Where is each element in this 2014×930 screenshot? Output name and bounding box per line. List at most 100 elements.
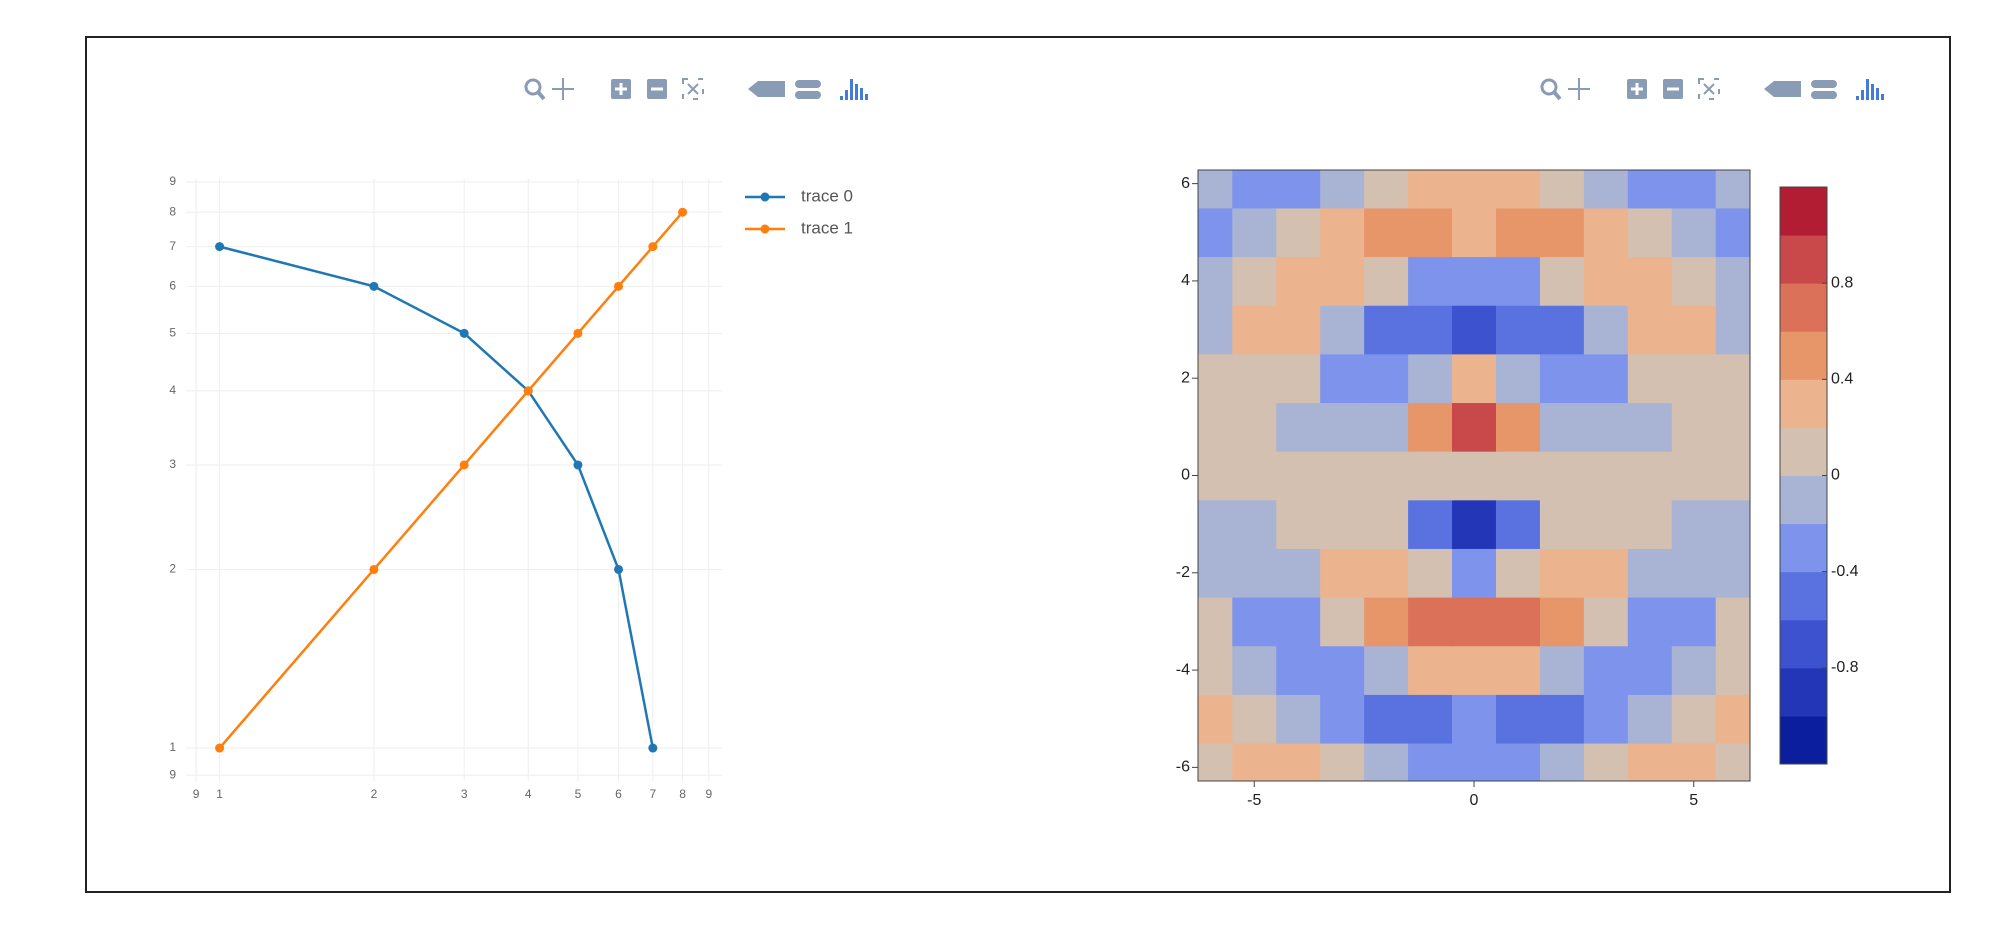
contour-cell (1715, 402, 1750, 452)
contour-cell (1364, 743, 1409, 781)
legend-label: trace 0 (801, 186, 853, 205)
contour-cell (1408, 305, 1453, 355)
contour-cell (1539, 402, 1585, 452)
contour-cell (1364, 548, 1409, 598)
contour-cell (1452, 597, 1497, 647)
contour-cell (1232, 743, 1277, 781)
contour-cell (1627, 353, 1673, 404)
y-tick-label: 7 (169, 239, 176, 253)
contour-cell (1276, 207, 1321, 258)
contour-cell (1539, 170, 1585, 209)
contour-cell (1364, 451, 1409, 501)
contour-cell (1320, 402, 1365, 452)
contour-cell (1198, 402, 1233, 452)
contour-cell (1671, 402, 1717, 452)
contour-cell (1198, 305, 1233, 355)
marker (523, 386, 533, 396)
contour-cell (1198, 353, 1233, 404)
contour-cell (1232, 207, 1277, 258)
contour-cell (1539, 207, 1585, 258)
contour-cell (1408, 207, 1453, 258)
contour-cell (1715, 256, 1750, 306)
colorbar-band (1780, 475, 1827, 525)
contour-cell (1495, 305, 1541, 355)
x-tick-label: 9 (193, 787, 200, 801)
y-tick-label: -6 (1176, 759, 1190, 776)
contour-cell (1276, 402, 1321, 452)
contour-cell (1715, 353, 1750, 404)
contour-cell (1539, 694, 1585, 744)
contour-cell (1232, 353, 1277, 404)
contour-cell (1627, 743, 1673, 781)
contour-cell (1364, 256, 1409, 306)
y-tick-label: 5 (169, 325, 176, 339)
contour-cell (1198, 597, 1233, 647)
contour-cell (1320, 645, 1365, 695)
contour-cell (1539, 353, 1585, 404)
contour-cell (1715, 499, 1750, 549)
contour-cell (1583, 207, 1629, 258)
contour-cell (1583, 451, 1629, 501)
colorbar-band (1780, 427, 1827, 476)
y-tick-label: 3 (169, 457, 176, 471)
marker (614, 281, 624, 291)
contour-cell (1232, 170, 1277, 209)
contour-cell (1198, 499, 1233, 549)
contour-cell (1232, 499, 1277, 549)
contour-cell (1671, 743, 1717, 781)
contour-cell (1539, 499, 1585, 549)
contour-cell (1198, 170, 1233, 209)
contour-cell (1198, 694, 1233, 744)
colorbar-tick-label: -0.4 (1831, 563, 1859, 580)
marker (648, 743, 658, 753)
colorbar-band (1780, 379, 1827, 428)
y-tick-label: 6 (1181, 175, 1190, 192)
y-tick-label: 1 (169, 740, 176, 754)
contour-cell (1198, 548, 1233, 598)
contour-cell (1232, 645, 1277, 695)
y-tick-label: 6 (169, 279, 176, 293)
contour-cell (1232, 451, 1277, 501)
contour-cell (1583, 548, 1629, 598)
contour-cell (1364, 207, 1409, 258)
contour-cell (1232, 694, 1277, 744)
contour-cell (1627, 694, 1673, 744)
contour-cell (1364, 597, 1409, 647)
contour-cell (1583, 743, 1629, 781)
colorbar-band (1780, 235, 1827, 284)
colorbar-band (1780, 667, 1827, 717)
contour-cell (1539, 548, 1585, 598)
contour-cell (1627, 170, 1673, 209)
contour-cell (1320, 353, 1365, 404)
series-line (218, 211, 684, 749)
contour-cell (1539, 645, 1585, 695)
contour-cell (1320, 207, 1365, 258)
contour-cell (1495, 256, 1541, 306)
colorbar-band (1780, 523, 1827, 573)
contour-cell (1452, 207, 1497, 258)
contour-cell (1627, 645, 1673, 695)
contour-cell (1495, 499, 1541, 549)
y-tick-label: 8 (169, 204, 176, 218)
x-tick-label: 4 (525, 787, 532, 801)
contour-cell (1715, 548, 1750, 598)
contour-cell (1715, 207, 1750, 258)
x-tick-label: 3 (461, 787, 468, 801)
y-tick-label: 4 (169, 383, 176, 397)
contour-cell (1495, 743, 1541, 781)
contour-cell (1539, 597, 1585, 647)
contour-cell (1408, 645, 1453, 695)
contour-cell (1495, 597, 1541, 647)
marker (573, 328, 583, 338)
x-tick-label: 2 (371, 787, 378, 801)
contour-cell (1495, 694, 1541, 744)
contour-cell (1715, 645, 1750, 695)
contour-cell (1452, 353, 1497, 404)
contour-cell (1364, 645, 1409, 695)
x-tick-label: -5 (1247, 792, 1261, 809)
contour-cell (1715, 305, 1750, 355)
contour-cell (1583, 353, 1629, 404)
marker (215, 242, 225, 252)
x-tick-label: 0 (1470, 792, 1479, 809)
